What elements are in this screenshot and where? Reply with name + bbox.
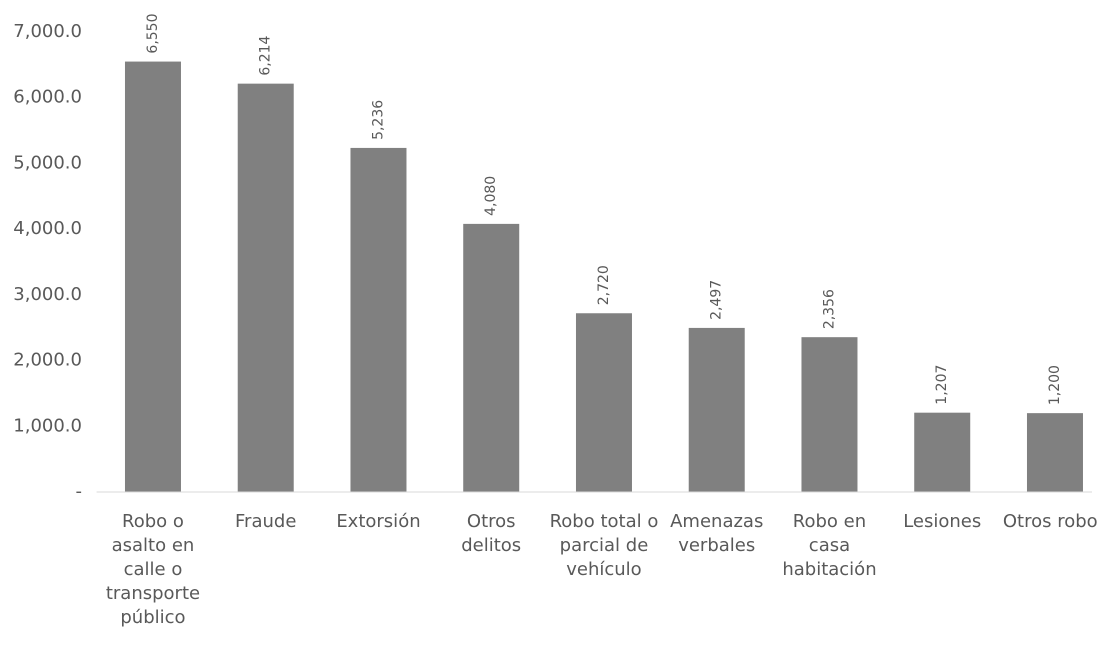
x-tick-label: Robo en casa habitación <box>782 511 877 580</box>
x-tick-label: Otros robos <box>1002 511 1098 532</box>
data-label: 1,200 <box>1047 365 1063 405</box>
bar <box>1026 413 1083 492</box>
bar <box>237 83 294 492</box>
bar <box>688 327 745 492</box>
data-label: 5,236 <box>370 100 386 140</box>
bar <box>914 412 971 492</box>
x-tick-label: Amenazas verbales <box>670 511 764 556</box>
y-tick-label: 6,000.0 <box>13 87 82 108</box>
bar <box>124 61 181 492</box>
bar <box>801 337 858 492</box>
bar <box>350 147 407 493</box>
y-tick-label: 1,000.0 <box>13 415 82 436</box>
data-label: 2,720 <box>596 265 612 305</box>
x-tick-label: Robo total o parcial de vehículo <box>549 511 659 580</box>
x-tick-label: Lesiones <box>903 511 982 532</box>
bar <box>575 313 632 492</box>
x-tick-label: Robo o asalto en calle o transporte públ… <box>105 511 201 628</box>
y-tick-label: 2,000.0 <box>13 350 82 371</box>
y-tick-label: - <box>76 481 83 502</box>
x-tick-label: Otros delitos <box>461 511 522 556</box>
y-tick-label: 4,000.0 <box>13 218 82 239</box>
y-tick-label: 3,000.0 <box>13 284 82 305</box>
y-tick-label: 5,000.0 <box>13 152 82 173</box>
data-label: 6,214 <box>258 35 274 75</box>
bar <box>463 223 520 492</box>
data-label: 2,497 <box>709 280 725 320</box>
x-tick-label: Extorsión <box>336 511 421 532</box>
data-label: 2,356 <box>821 289 837 329</box>
data-label: 4,080 <box>483 176 499 216</box>
data-label: 1,207 <box>934 365 950 405</box>
x-tick-label: Fraude <box>235 511 297 532</box>
y-tick-label: 7,000.0 <box>13 21 82 42</box>
data-label: 6,550 <box>145 13 161 53</box>
